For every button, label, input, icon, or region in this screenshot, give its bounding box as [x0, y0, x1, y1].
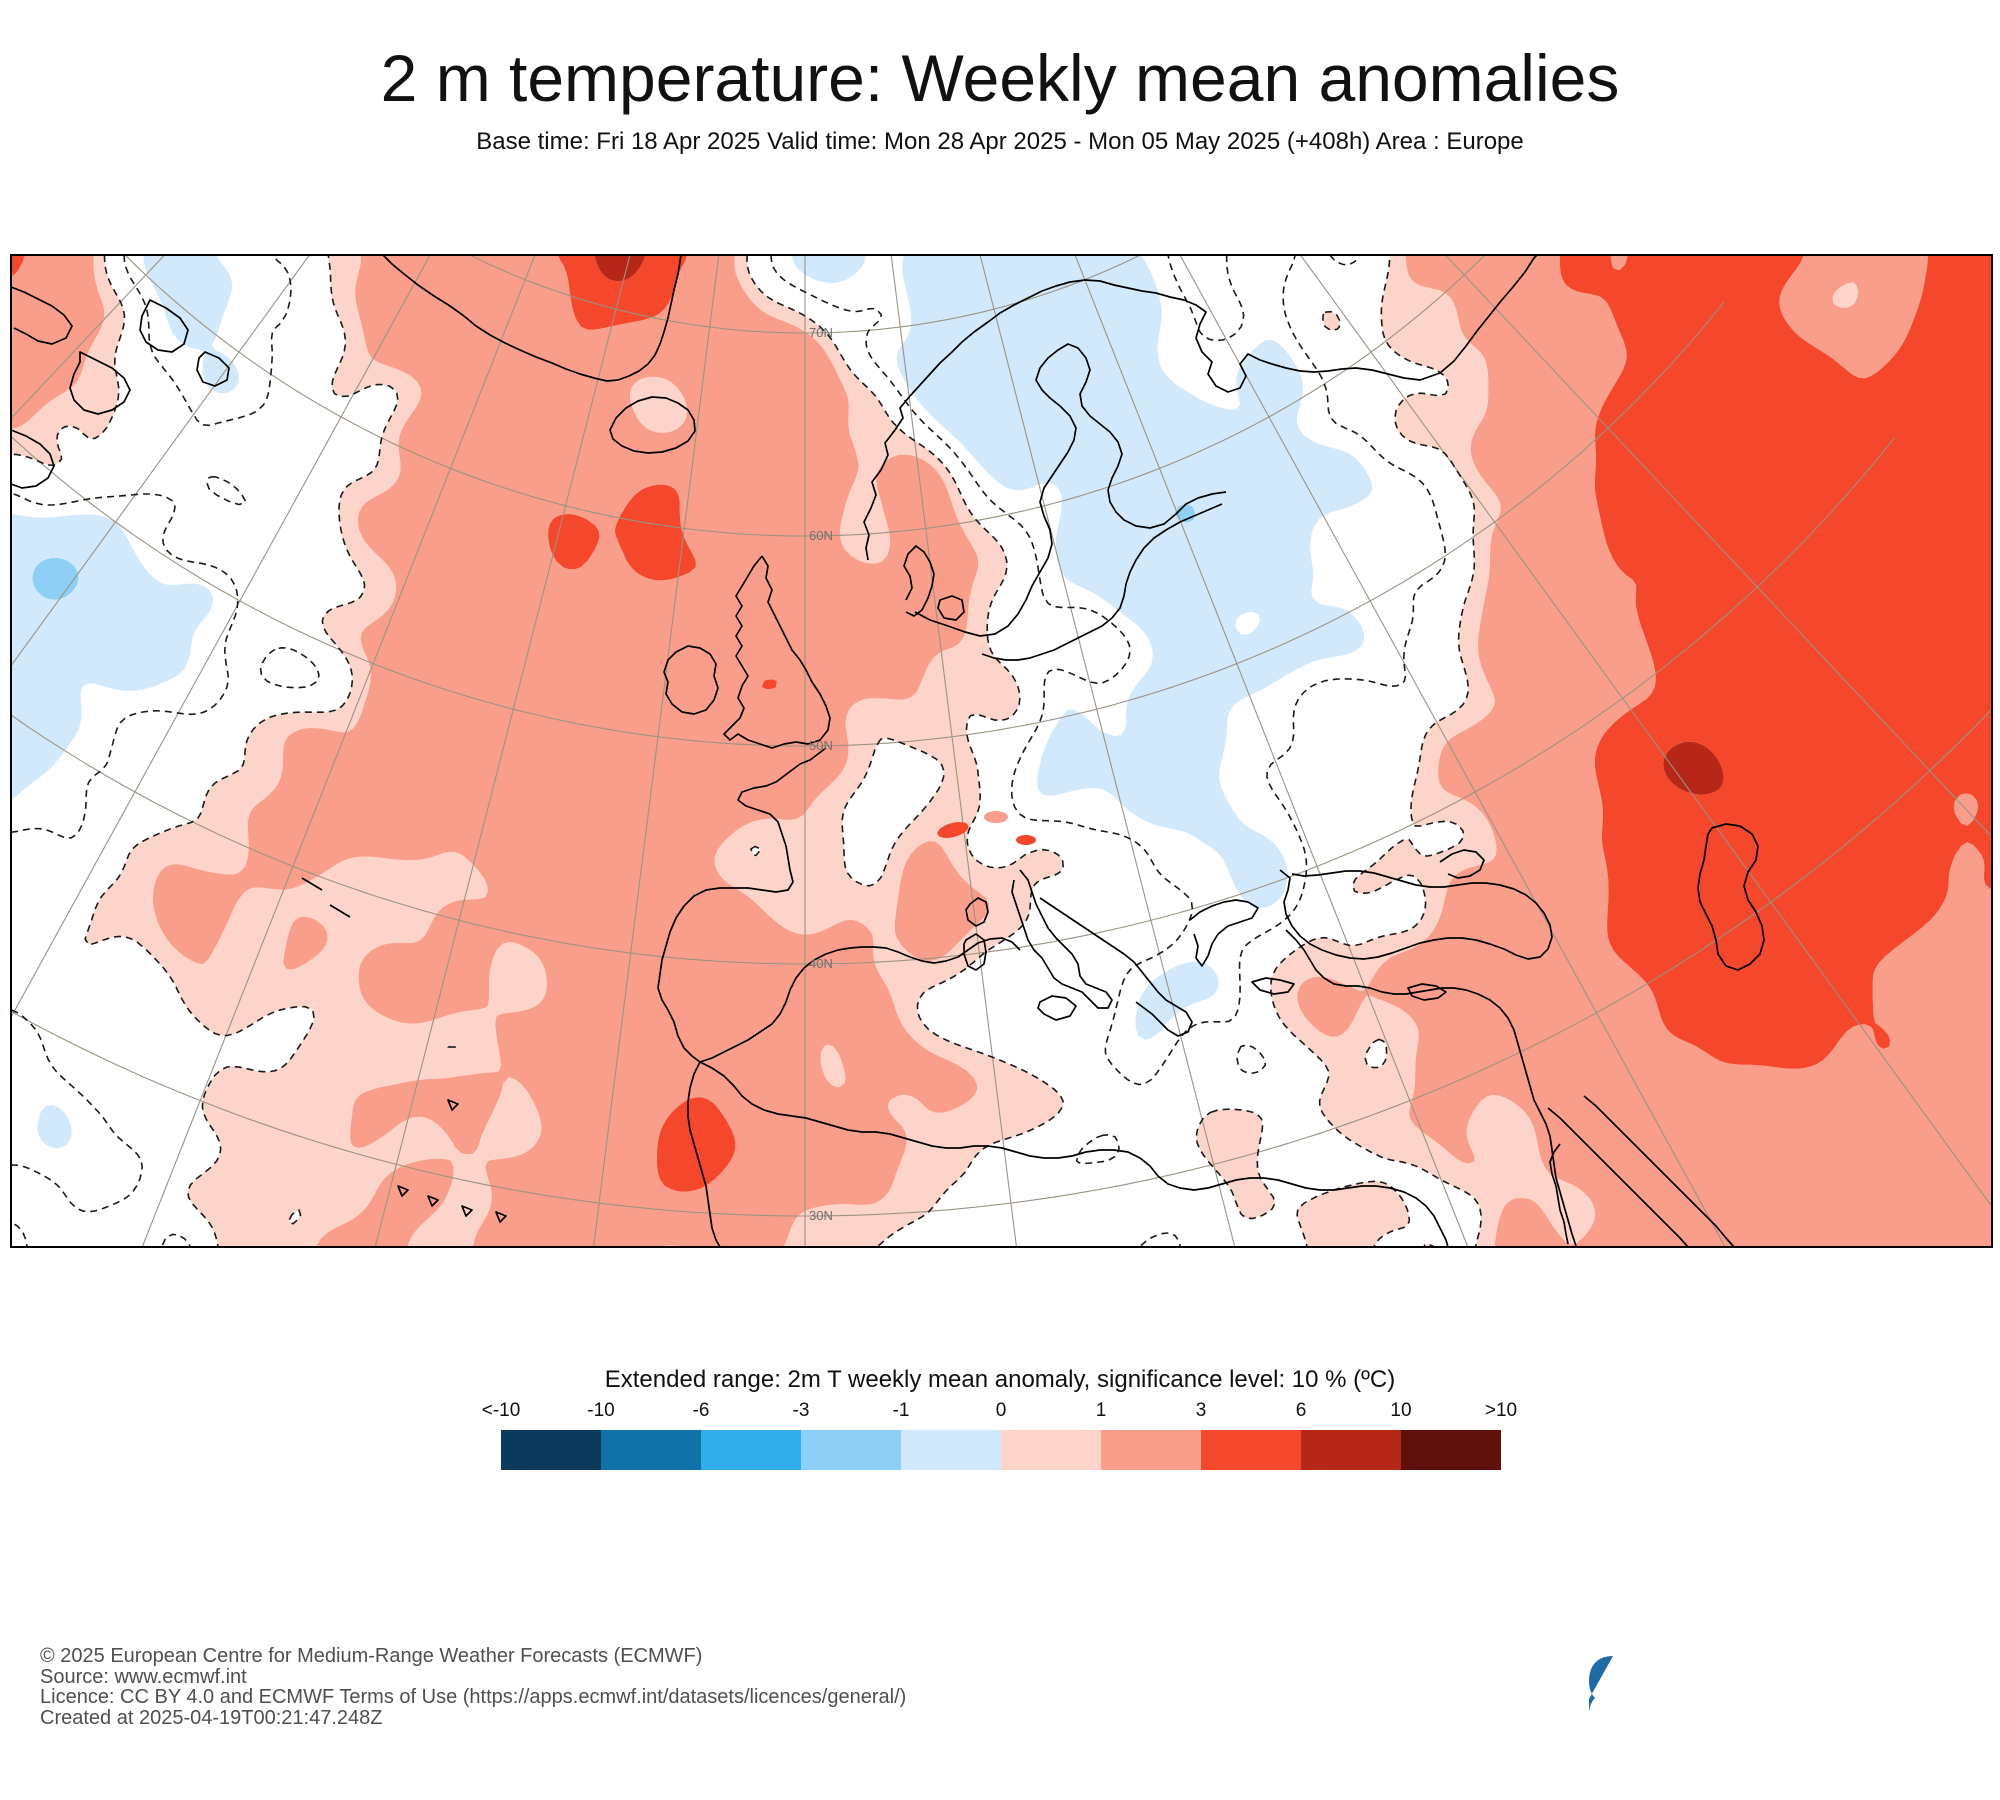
svg-text:50N: 50N — [809, 738, 833, 753]
svg-text:40N: 40N — [809, 956, 833, 971]
svg-text:60N: 60N — [809, 528, 833, 543]
svg-text:70N: 70N — [809, 325, 833, 340]
svg-text:30N: 30N — [809, 1208, 833, 1223]
